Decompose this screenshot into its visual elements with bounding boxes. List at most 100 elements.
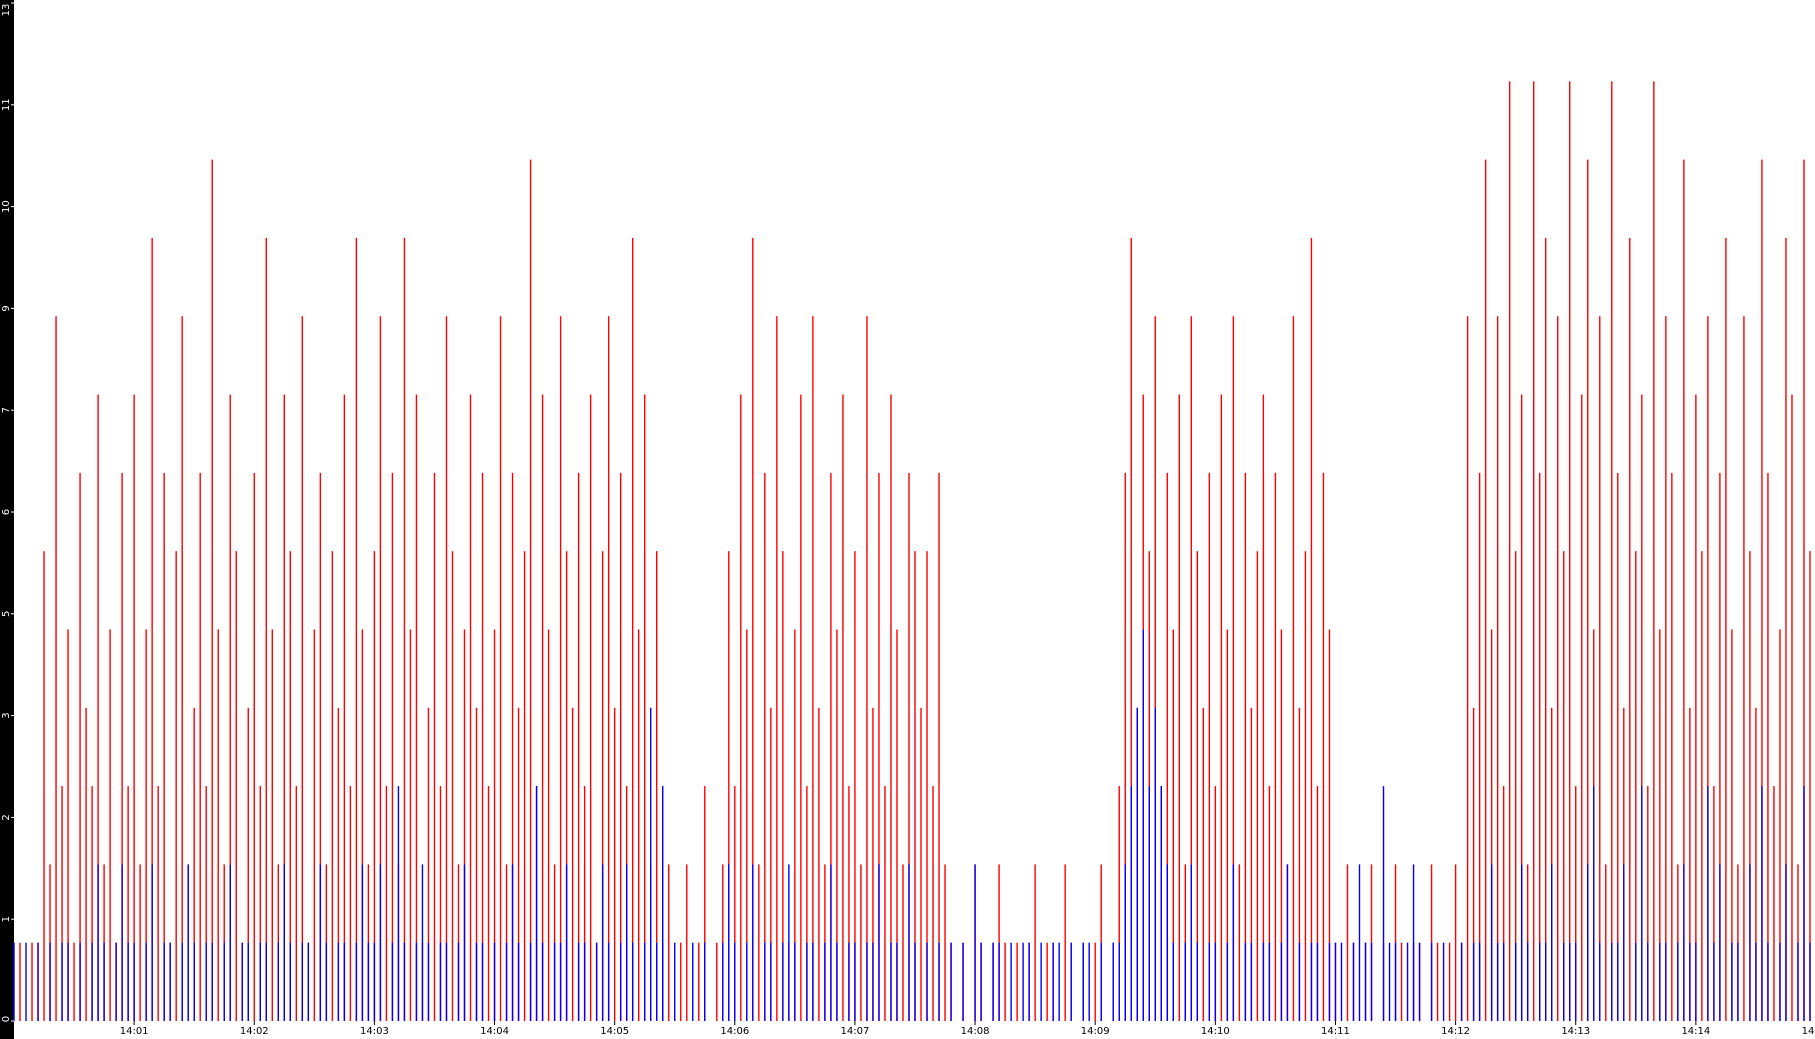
bar <box>181 942 183 1021</box>
bar <box>79 942 81 1021</box>
bar <box>1232 864 1235 1021</box>
bar <box>1779 942 1781 1021</box>
bar <box>1142 629 1144 1021</box>
bar <box>1689 942 1691 1021</box>
bar <box>1617 472 1619 1021</box>
bar <box>415 394 418 1021</box>
bar <box>49 942 51 1021</box>
bar <box>1731 629 1733 1021</box>
bar <box>475 942 478 1021</box>
bar <box>1611 81 1613 1022</box>
bar <box>25 942 27 1021</box>
bar <box>1514 942 1517 1021</box>
bar <box>1587 864 1589 1021</box>
bar <box>205 786 207 1021</box>
bar <box>1178 394 1180 1021</box>
bar <box>307 942 310 1021</box>
bar <box>908 864 910 1021</box>
bar <box>1370 942 1373 1021</box>
bar <box>1695 942 1697 1021</box>
bar <box>379 864 382 1021</box>
bar <box>926 551 928 1021</box>
bar <box>938 472 940 1021</box>
bar <box>1232 316 1235 1021</box>
bar <box>1677 942 1679 1021</box>
bar <box>1310 942 1313 1021</box>
bar <box>217 629 219 1021</box>
bar <box>1064 864 1066 1021</box>
bar <box>619 472 622 1021</box>
bar <box>1545 942 1547 1021</box>
bar <box>770 707 772 1021</box>
bar <box>872 707 874 1021</box>
bar <box>403 237 406 1021</box>
bar <box>1172 629 1174 1021</box>
bar <box>529 159 532 1022</box>
bar <box>1520 864 1523 1021</box>
bar <box>475 707 478 1021</box>
bar <box>403 942 406 1021</box>
bar <box>950 942 952 1021</box>
bar <box>1695 394 1697 1021</box>
bar <box>890 394 892 1021</box>
bar <box>854 942 856 1021</box>
bar <box>277 942 279 1021</box>
bar <box>896 629 898 1021</box>
bar <box>1304 551 1307 1021</box>
bar <box>79 472 81 1021</box>
bar <box>668 864 670 1021</box>
bar <box>860 864 862 1021</box>
y-tick-label: 0 <box>1 1016 12 1022</box>
bar <box>1538 942 1541 1021</box>
bar <box>806 786 808 1021</box>
bar <box>343 942 346 1021</box>
bar <box>794 942 796 1021</box>
x-tick-label: 14:09 <box>1081 1026 1110 1037</box>
bar <box>1514 551 1517 1021</box>
bar <box>1310 237 1313 1021</box>
bar <box>1154 316 1156 1021</box>
bar <box>1791 394 1793 1021</box>
bar <box>662 786 664 1021</box>
bar <box>656 551 658 1021</box>
bar <box>1563 942 1565 1021</box>
bar <box>361 629 364 1021</box>
bar <box>577 472 580 1021</box>
bar <box>1394 942 1397 1021</box>
bar <box>1172 942 1174 1021</box>
bar <box>1250 942 1253 1021</box>
bar <box>439 942 442 1021</box>
bar <box>1551 864 1553 1021</box>
bar <box>1352 942 1355 1021</box>
bar <box>1779 629 1781 1021</box>
bar <box>1803 159 1805 1022</box>
bar <box>680 942 682 1021</box>
bar <box>223 942 225 1021</box>
bar <box>193 707 195 1021</box>
bar <box>1472 707 1475 1021</box>
bar <box>650 707 652 1021</box>
bar <box>1605 864 1607 1021</box>
bar <box>1094 942 1096 1021</box>
bar <box>764 942 766 1021</box>
bar <box>752 864 754 1021</box>
bar <box>259 786 261 1021</box>
bar <box>878 472 880 1021</box>
bar <box>758 864 760 1021</box>
bar <box>565 551 568 1021</box>
bar <box>1587 159 1589 1022</box>
bar <box>1575 942 1577 1021</box>
bar <box>1460 942 1463 1021</box>
bar <box>541 942 544 1021</box>
bar <box>67 629 69 1021</box>
bar <box>493 942 496 1021</box>
bar <box>704 942 706 1021</box>
y-axis-strip <box>0 0 14 1039</box>
bar <box>1160 786 1162 1021</box>
bar <box>31 942 33 1021</box>
bar <box>914 942 916 1021</box>
bar <box>199 472 201 1021</box>
y-tick-label: 11 <box>1 98 12 111</box>
bar <box>505 942 508 1021</box>
bar <box>902 864 904 1021</box>
